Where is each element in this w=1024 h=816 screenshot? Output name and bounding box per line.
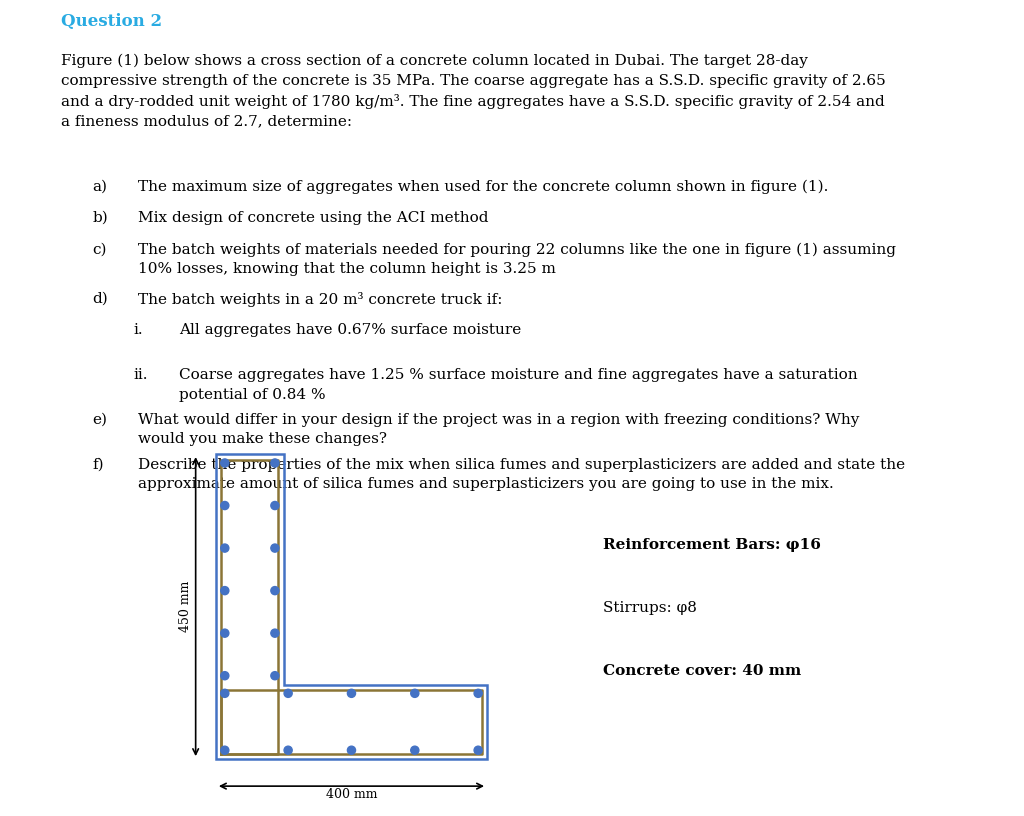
Text: What would differ in your design if the project was in a region with freezing co: What would differ in your design if the … [138, 413, 859, 446]
Circle shape [271, 544, 279, 552]
Text: ii.: ii. [133, 368, 147, 382]
Circle shape [221, 672, 228, 680]
Text: i.: i. [133, 323, 142, 337]
Text: 400 mm: 400 mm [326, 787, 377, 800]
Circle shape [347, 746, 355, 754]
Text: Stirrups: φ8: Stirrups: φ8 [603, 601, 697, 615]
Text: Reinforcement Bars: φ16: Reinforcement Bars: φ16 [603, 538, 821, 552]
Text: Coarse aggregates have 1.25 % surface moisture and fine aggregates have a satura: Coarse aggregates have 1.25 % surface mo… [179, 368, 858, 401]
Circle shape [474, 690, 482, 698]
Text: Describe the properties of the mix when silica fumes and superplasticizers are a: Describe the properties of the mix when … [138, 458, 905, 491]
Circle shape [221, 459, 228, 467]
Circle shape [221, 502, 228, 510]
Text: The batch weights in a 20 m³ concrete truck if:: The batch weights in a 20 m³ concrete tr… [138, 292, 503, 307]
Text: c): c) [92, 242, 106, 256]
Text: Question 2: Question 2 [61, 13, 163, 30]
Text: a): a) [92, 180, 108, 193]
Text: The maximum size of aggregates when used for the concrete column shown in figure: The maximum size of aggregates when used… [138, 180, 828, 194]
Circle shape [474, 746, 482, 754]
Circle shape [271, 629, 279, 637]
Text: Figure (1) below shows a cross section of a concrete column located in Dubai. Th: Figure (1) below shows a cross section o… [61, 54, 886, 128]
Circle shape [411, 746, 419, 754]
Text: d): d) [92, 292, 108, 306]
Text: Concrete cover: 40 mm: Concrete cover: 40 mm [603, 663, 802, 678]
Circle shape [221, 629, 228, 637]
Text: 450 mm: 450 mm [179, 581, 191, 632]
Circle shape [284, 746, 292, 754]
Text: The batch weights of materials needed for pouring 22 columns like the one in fig: The batch weights of materials needed fo… [138, 242, 896, 277]
Circle shape [271, 459, 279, 467]
Circle shape [221, 544, 228, 552]
Circle shape [271, 672, 279, 680]
Circle shape [347, 690, 355, 698]
Text: f): f) [92, 458, 103, 472]
Text: b): b) [92, 211, 108, 225]
Text: Mix design of concrete using the ACI method: Mix design of concrete using the ACI met… [138, 211, 488, 225]
Circle shape [221, 587, 228, 595]
Circle shape [271, 502, 279, 510]
Text: All aggregates have 0.67% surface moisture: All aggregates have 0.67% surface moistu… [179, 323, 521, 337]
Circle shape [271, 587, 279, 595]
Circle shape [411, 690, 419, 698]
Circle shape [221, 746, 228, 754]
Circle shape [221, 690, 228, 698]
Circle shape [284, 690, 292, 698]
Text: e): e) [92, 413, 108, 427]
